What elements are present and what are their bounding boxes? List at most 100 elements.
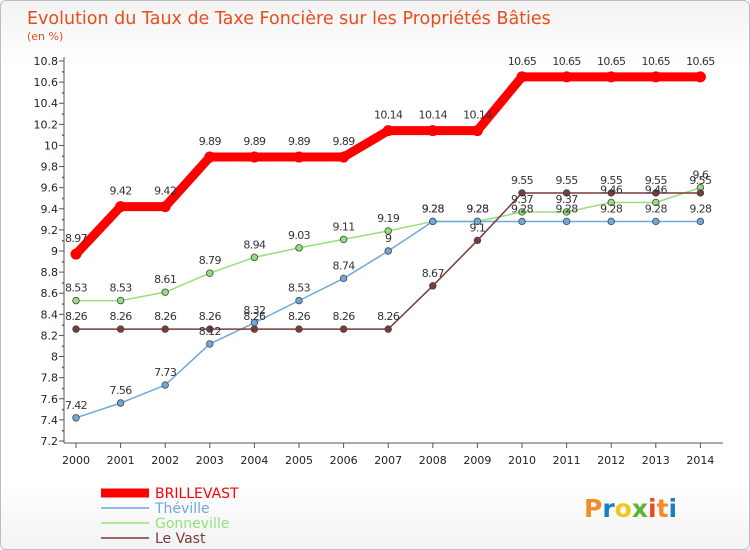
chart-subtitle: (en %) — [27, 30, 63, 43]
x-tick-label: 2005 — [285, 454, 313, 467]
y-minor-mark — [62, 366, 64, 369]
data-point — [650, 71, 662, 83]
x-tick-label: 2003 — [196, 454, 224, 467]
chart-title: Evolution du Taux de Taxe Foncière sur l… — [27, 9, 551, 29]
data-label: 8.79 — [199, 254, 222, 267]
y-minor-mark — [62, 408, 64, 411]
data-point — [562, 217, 571, 226]
logo-letter: i — [648, 494, 657, 523]
data-label: 9.42 — [110, 185, 132, 198]
data-labels: 8.53 8.538.618.798.949.039.119.199.28 9.28… — [65, 55, 716, 412]
y-minor-mark — [62, 176, 64, 179]
data-label: 10.65 — [686, 55, 715, 68]
data-label: 10.14 — [419, 109, 448, 122]
data-label: 9.28 — [511, 202, 534, 215]
data-point — [561, 71, 573, 83]
y-minor-mark — [62, 197, 64, 200]
data-label: 9.37 — [556, 193, 579, 206]
data-point — [116, 399, 125, 407]
data-label: 7.42 — [65, 399, 87, 412]
data-point — [338, 151, 350, 163]
data-point — [339, 235, 348, 244]
x-tick-label: 2001 — [107, 454, 135, 467]
data-label: 9 — [385, 232, 392, 245]
data-label: 8.26 — [199, 310, 222, 323]
data-label: 9.55 — [689, 174, 712, 187]
data-point — [516, 71, 528, 83]
data-label: 9.1 — [470, 221, 486, 234]
data-label: 9.28 — [466, 202, 489, 215]
data-point — [652, 189, 660, 197]
y-tick-label: 7.2 — [41, 435, 59, 448]
data-point — [295, 325, 303, 333]
data-point — [607, 189, 615, 197]
y-tick-label: 9.6 — [41, 182, 59, 195]
data-label: 9.89 — [333, 135, 356, 148]
data-point — [518, 217, 526, 226]
x-tick-label: 2014 — [686, 454, 714, 467]
data-point — [116, 325, 125, 333]
data-point — [204, 151, 216, 163]
data-point — [562, 189, 571, 197]
data-point — [250, 253, 259, 262]
data-label: 8.61 — [154, 273, 176, 286]
data-point — [115, 201, 127, 213]
y-minor-mark — [62, 92, 64, 94]
data-point — [161, 381, 169, 389]
y-tick-label: 7.4 — [41, 414, 59, 427]
data-label: 9.55 — [645, 174, 668, 187]
data-point — [72, 325, 80, 333]
x-tick-label: 2013 — [642, 454, 670, 467]
data-point — [206, 269, 214, 277]
y-minor-mark — [62, 240, 64, 242]
data-point — [473, 217, 482, 226]
data-point — [473, 236, 482, 245]
data-point — [159, 201, 171, 213]
data-label: 8.97 — [65, 232, 88, 245]
x-tick-label: 2006 — [330, 454, 358, 467]
y-tick-label: 8.8 — [41, 266, 59, 279]
proxiti-logo: Proxiti — [584, 494, 677, 523]
y-tick-label: 8.6 — [41, 287, 59, 300]
legend-label: Le Vast — [155, 531, 206, 547]
y-tick-label: 9.8 — [41, 161, 59, 174]
x-tick-label: 2008 — [419, 454, 447, 467]
data-point — [339, 274, 348, 283]
data-label: 9.55 — [511, 174, 534, 187]
data-label: 7.56 — [110, 384, 133, 397]
data-point — [250, 325, 259, 333]
y-tick-label: 8.2 — [41, 329, 59, 342]
data-point — [605, 71, 617, 83]
data-label: 10.65 — [597, 55, 626, 68]
data-label: 8.94 — [243, 238, 266, 251]
y-tick-label: 10.2 — [34, 118, 59, 131]
data-point — [518, 189, 526, 197]
data-point — [206, 340, 214, 348]
proxiti-wordmark: Proxiti — [584, 494, 677, 523]
data-point — [72, 414, 80, 422]
data-label: 9.28 — [422, 202, 445, 215]
data-point — [116, 296, 125, 305]
data-label: 9.28 — [689, 202, 712, 215]
data-label: 9.28 — [600, 202, 623, 215]
data-label: 8.26 — [154, 310, 177, 323]
data-point — [382, 125, 394, 137]
x-tick-label: 2000 — [62, 454, 90, 467]
data-point — [427, 125, 439, 137]
data-point — [295, 296, 303, 305]
y-minor-mark — [62, 324, 64, 326]
logo-letter: x — [632, 494, 648, 523]
data-point — [607, 198, 615, 207]
data-label: 8.32 — [243, 304, 265, 317]
data-point — [652, 198, 660, 207]
y-tick-label: 10 — [44, 139, 58, 152]
data-label: 9.28 — [422, 202, 445, 215]
data-label: 9.89 — [243, 135, 266, 148]
data-point — [384, 247, 392, 255]
y-minor-mark — [62, 430, 64, 432]
y-tick-label: 9.4 — [41, 203, 59, 216]
legend-label: Théville — [154, 501, 210, 517]
x-tick-label: 2010 — [508, 454, 536, 467]
data-point — [70, 248, 82, 260]
data-point — [384, 227, 392, 235]
